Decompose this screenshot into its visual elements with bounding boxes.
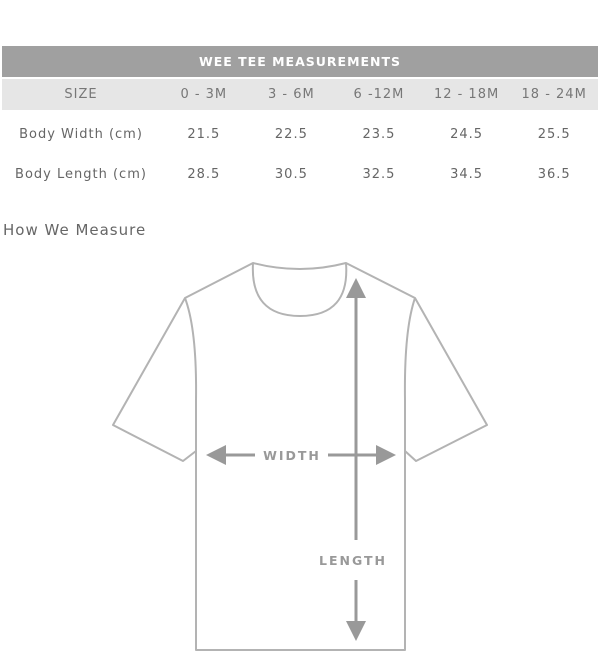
cell: 32.5 — [362, 166, 396, 182]
header-cell: 12 - 18M — [433, 87, 500, 102]
row-label: Body Width (cm) — [19, 126, 143, 142]
cell: 24.5 — [450, 126, 484, 142]
table-row: Body Width (cm) 21.5 22.5 23.5 24.5 25.5 — [2, 114, 598, 154]
cell: 28.5 — [187, 166, 221, 182]
cell: 23.5 — [362, 126, 396, 142]
cell: 34.5 — [450, 166, 484, 182]
cell: 36.5 — [537, 166, 571, 182]
cell: 21.5 — [187, 126, 221, 142]
measurements-table: WEE TEE MEASUREMENTS SIZE 0 - 3M 3 - 6M … — [2, 46, 598, 194]
section-title: How We Measure — [3, 221, 147, 239]
length-arrow — [346, 278, 366, 641]
header-cell: SIZE — [64, 87, 98, 102]
width-label: WIDTH — [263, 448, 321, 463]
table-title: WEE TEE MEASUREMENTS — [2, 46, 598, 77]
cell: 22.5 — [274, 126, 308, 142]
cell: 30.5 — [274, 166, 308, 182]
header-cell: 18 - 24M — [521, 87, 587, 102]
header-cell: 6 -12M — [353, 87, 405, 102]
tshirt-outline — [112, 262, 488, 651]
header-cell: 3 - 6M — [268, 87, 315, 102]
header-cell: 0 - 3M — [180, 87, 228, 102]
row-label: Body Length (cm) — [15, 166, 147, 182]
size-header-row: SIZE 0 - 3M 3 - 6M 6 -12M 12 - 18M 18 - … — [2, 79, 598, 110]
length-label: LENGTH — [319, 553, 387, 568]
table-row: Body Length (cm) 28.5 30.5 32.5 34.5 36.… — [2, 154, 598, 194]
cell: 25.5 — [537, 126, 571, 142]
